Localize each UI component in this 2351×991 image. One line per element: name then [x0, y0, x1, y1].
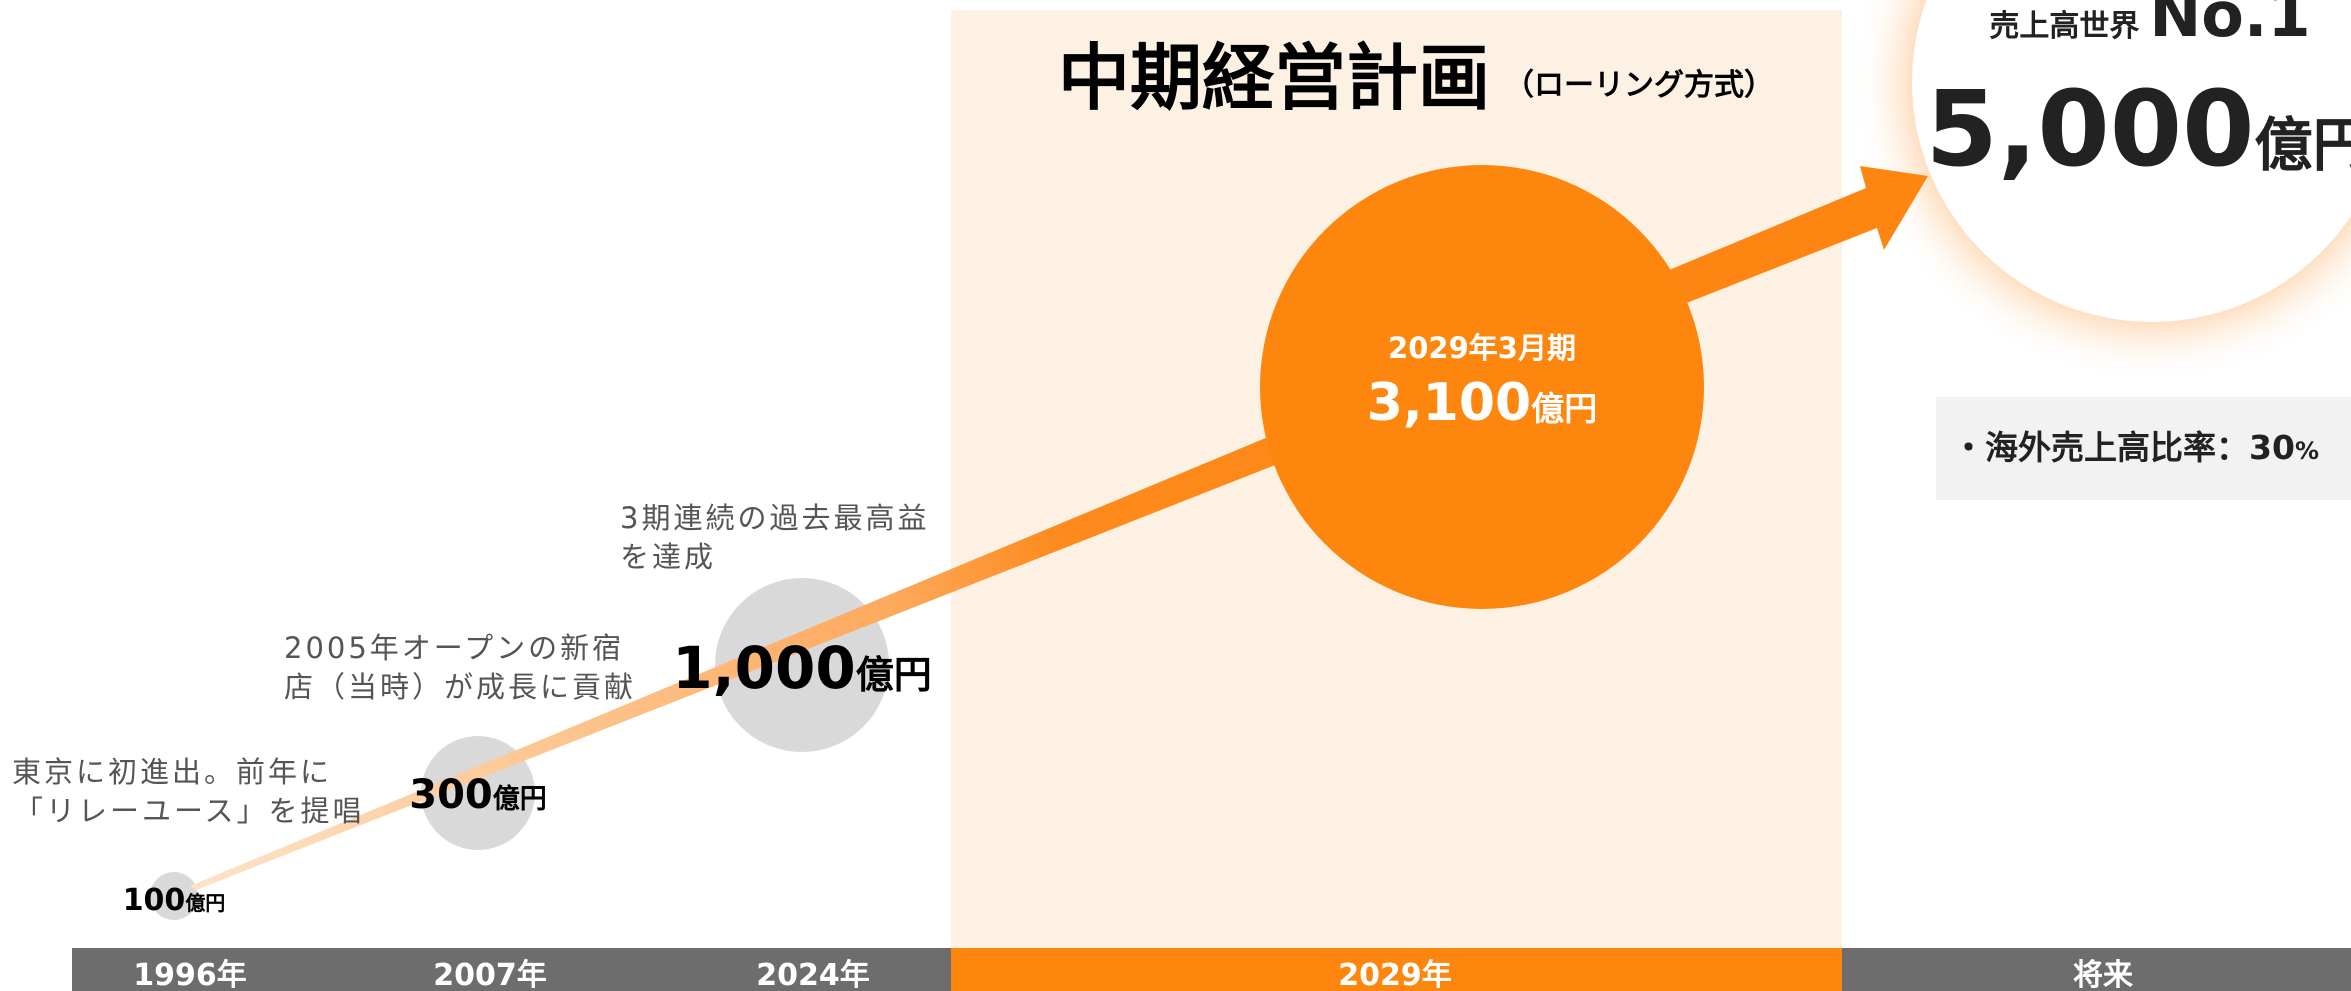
amount-unit: 億円 [856, 653, 932, 697]
year-label: 将来 [2073, 958, 2133, 991]
note: 2005年オープンの新宿 [284, 631, 624, 665]
overseas-unit: % [2295, 437, 2319, 465]
amount: 1,000億円 [672, 634, 931, 702]
note: を達成 [620, 540, 716, 574]
amount: 5,000億円 [1926, 68, 2351, 190]
goal-circle [1912, 0, 2351, 322]
overseas: ・海外売上高比率：30% [1952, 428, 2319, 467]
overseas-box [1936, 397, 2351, 500]
goal-text: 売上高世界 [1989, 9, 2139, 44]
goal-rank: No.1 [2149, 0, 2310, 51]
title: 中期経営計画 （ローリング方式） [1058, 36, 1774, 120]
year-label: 2029年 [1338, 958, 1452, 991]
overseas-text: ・海外売上高比率：30 [1952, 428, 2295, 467]
amount: 300億円 [409, 772, 547, 818]
note: 「リレーユース」を提唱 [14, 794, 365, 828]
circle-2029 [1260, 165, 1704, 609]
amount: 100億円 [123, 883, 226, 918]
circle-1996 [150, 872, 198, 920]
period: 2029年3月期 [1388, 331, 1576, 365]
amount-value: 1,000 [672, 634, 855, 702]
title-main: 中期経営計画 [1058, 36, 1490, 120]
year-label: 1996年 [133, 958, 247, 991]
amount-value: 5,000 [1926, 68, 2255, 190]
note: 3期連続の過去最高益 [620, 501, 929, 535]
note: 店（当時）が成長に貢献 [284, 670, 636, 704]
amount-unit: 億円 [2254, 111, 2351, 179]
goal: 売上高世界 No.1 [1989, 0, 2310, 51]
amount-value: 300 [409, 772, 493, 818]
amount-unit: 億円 [493, 784, 547, 815]
subtitle: （ローリング方式） [1504, 68, 1774, 103]
timeline-plan [951, 948, 1842, 991]
amount-value: 100 [123, 883, 186, 918]
note: 東京に初進出。前年に [12, 755, 332, 789]
amount-unit: 億円 [1531, 389, 1597, 428]
amount-unit: 億円 [185, 891, 225, 915]
amount-value: 3,100 [1367, 373, 1531, 433]
year-label: 2024年 [756, 958, 870, 991]
timeline-future [1842, 948, 2351, 991]
year-label: 2007年 [433, 958, 547, 991]
amount: 3,100億円 [1367, 373, 1597, 433]
timeline-past [72, 948, 951, 991]
